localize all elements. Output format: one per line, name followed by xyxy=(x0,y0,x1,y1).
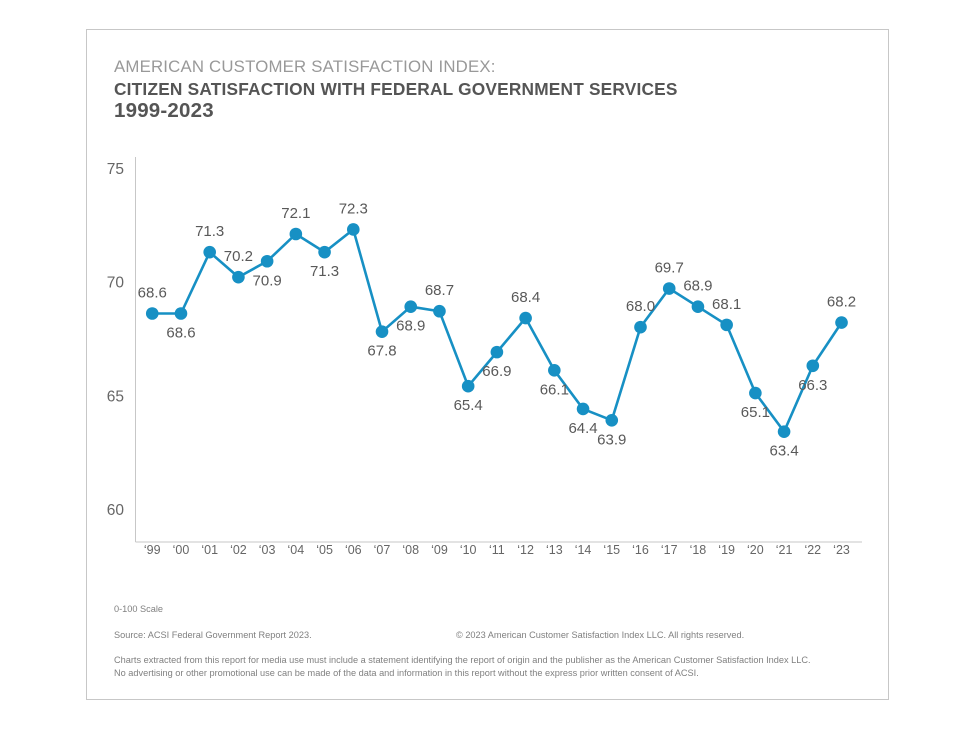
svg-text:‘11: ‘11 xyxy=(489,543,505,557)
svg-text:‘05: ‘05 xyxy=(316,543,333,557)
svg-text:66.1: 66.1 xyxy=(540,381,569,398)
svg-text:‘01: ‘01 xyxy=(201,543,218,557)
svg-text:68.2: 68.2 xyxy=(827,294,856,311)
svg-text:‘10: ‘10 xyxy=(460,543,477,557)
svg-text:72.1: 72.1 xyxy=(281,205,310,222)
svg-text:‘21: ‘21 xyxy=(776,543,793,557)
svg-text:‘19: ‘19 xyxy=(718,543,735,557)
svg-text:68.6: 68.6 xyxy=(166,325,195,342)
svg-text:72.3: 72.3 xyxy=(339,200,368,217)
svg-text:66.3: 66.3 xyxy=(798,377,827,394)
svg-text:‘22: ‘22 xyxy=(804,543,821,557)
svg-text:‘20: ‘20 xyxy=(747,543,764,557)
svg-text:65: 65 xyxy=(107,388,124,405)
svg-text:68.0: 68.0 xyxy=(626,298,655,315)
svg-text:70: 70 xyxy=(107,275,125,292)
svg-text:68.4: 68.4 xyxy=(511,289,540,306)
svg-text:‘04: ‘04 xyxy=(288,543,305,557)
svg-text:66.9: 66.9 xyxy=(482,363,511,380)
svg-text:60: 60 xyxy=(107,502,125,519)
svg-text:65.4: 65.4 xyxy=(454,397,483,414)
svg-text:‘14: ‘14 xyxy=(575,543,592,557)
svg-text:75: 75 xyxy=(107,161,124,178)
svg-text:‘23: ‘23 xyxy=(833,543,850,557)
svg-text:‘15: ‘15 xyxy=(603,543,620,557)
svg-text:‘00: ‘00 xyxy=(173,543,190,557)
svg-text:‘17: ‘17 xyxy=(661,543,678,557)
svg-text:‘02: ‘02 xyxy=(230,543,247,557)
svg-text:68.9: 68.9 xyxy=(683,278,712,295)
svg-text:‘12: ‘12 xyxy=(517,543,534,557)
svg-text:67.8: 67.8 xyxy=(367,343,396,360)
svg-text:‘09: ‘09 xyxy=(431,543,448,557)
svg-text:70.2: 70.2 xyxy=(224,248,253,265)
svg-text:‘06: ‘06 xyxy=(345,543,362,557)
svg-text:‘07: ‘07 xyxy=(374,543,391,557)
svg-text:‘03: ‘03 xyxy=(259,543,276,557)
svg-text:‘08: ‘08 xyxy=(402,543,419,557)
svg-text:68.9: 68.9 xyxy=(396,318,425,335)
svg-text:71.3: 71.3 xyxy=(195,223,224,240)
svg-text:68.7: 68.7 xyxy=(425,282,454,299)
svg-text:71.3: 71.3 xyxy=(310,263,339,280)
svg-text:63.4: 63.4 xyxy=(769,443,798,460)
svg-text:68.6: 68.6 xyxy=(138,285,167,302)
svg-text:70.9: 70.9 xyxy=(253,272,282,289)
svg-text:69.7: 69.7 xyxy=(655,260,684,277)
svg-text:‘16: ‘16 xyxy=(632,543,649,557)
svg-text:‘18: ‘18 xyxy=(690,543,707,557)
svg-text:68.1: 68.1 xyxy=(712,296,741,313)
svg-text:63.9: 63.9 xyxy=(597,431,626,448)
svg-text:65.1: 65.1 xyxy=(741,404,770,421)
svg-text:‘99: ‘99 xyxy=(144,543,161,557)
svg-text:64.4: 64.4 xyxy=(568,420,597,437)
svg-text:‘13: ‘13 xyxy=(546,543,563,557)
